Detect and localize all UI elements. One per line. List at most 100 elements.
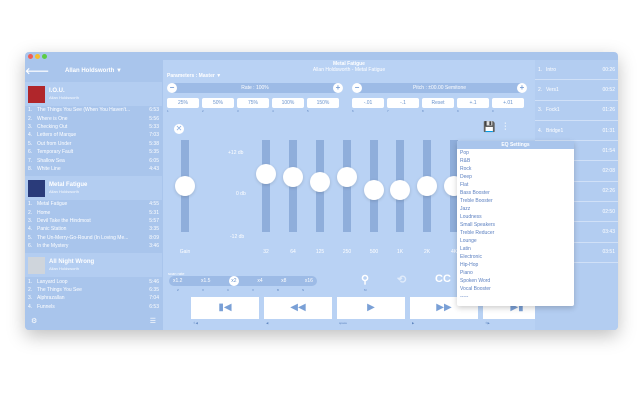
track-row[interactable]: 3. Devil Take the Hindmost 5:57 [25, 217, 162, 225]
track-row[interactable]: 2. The Things You See 6:35 [25, 286, 162, 294]
play-button[interactable]: ▶ [337, 297, 405, 319]
track-row[interactable]: 6. Temporary Fault 5:35 [25, 148, 162, 156]
track-row[interactable]: 1. Lanyard Loop 5:46 [25, 277, 162, 285]
previous-track-button[interactable]: ▮◀ [191, 297, 259, 319]
save-preset-icon[interactable]: 💾 [483, 122, 496, 133]
rate-preset-button[interactable]: 100% [272, 98, 304, 108]
back-arrow-icon[interactable]: 🡐 [25, 65, 50, 76]
album-header[interactable]: All Night Wrong Allan Holdsworth [25, 253, 162, 278]
zoom-window-button[interactable] [42, 54, 47, 59]
eq-preset-item[interactable]: Small Speakers [460, 222, 496, 228]
pitch-preset-button[interactable]: Reset [422, 98, 454, 108]
eq-band-knob[interactable] [283, 167, 303, 188]
scan-rate-option[interactable]: x1.2 [173, 278, 183, 284]
settings-icon[interactable]: ⚙ [31, 318, 38, 325]
eq-preset-item[interactable]: Hip-Hop [460, 262, 479, 268]
marker-row[interactable]: 03:51 [535, 243, 618, 263]
closed-captions-button[interactable]: CC [435, 273, 451, 285]
marker-row[interactable]: 03:43 [535, 222, 618, 243]
scan-rate-option[interactable]: x8 [281, 278, 287, 284]
eq-band-knob[interactable] [337, 166, 357, 187]
minimize-window-button[interactable] [35, 54, 40, 59]
track-row[interactable]: 7. Shallow Sea 6:05 [25, 156, 162, 164]
eq-band-slider[interactable] [417, 140, 437, 232]
loop-icon[interactable]: ⟲ [397, 274, 407, 286]
eq-band-slider[interactable] [337, 140, 357, 232]
list-icon[interactable]: ☰ [149, 318, 156, 325]
eq-preset-item[interactable]: Flat [460, 182, 469, 188]
track-row[interactable]: 4. Letters of Marque 7:03 [25, 131, 162, 139]
eq-preset-item[interactable]: ----- [460, 294, 469, 300]
eq-band-knob[interactable] [390, 179, 410, 200]
marker-row[interactable]: 3. Fock1 01:26 [535, 101, 618, 121]
eq-preset-item[interactable]: Treble Reducer [460, 230, 495, 236]
track-row[interactable]: 4. Panic Station 3:35 [25, 225, 162, 233]
eq-settings-icon[interactable]: ⫶ [504, 122, 507, 133]
eq-preset-item[interactable]: Jazz [460, 206, 471, 212]
album-header[interactable]: I.O.U. Allan Holdsworth [25, 82, 162, 106]
rate-preset-button[interactable]: 50% [202, 98, 234, 108]
eq-band-knob[interactable] [417, 176, 437, 196]
rate-decrease-button[interactable]: − [167, 83, 177, 93]
marker-row[interactable]: 02:26 [535, 182, 618, 203]
track-row[interactable]: 2. Where is One 5:56 [25, 114, 162, 122]
pitch-preset-button[interactable]: -.01 [352, 98, 384, 108]
eq-preset-item[interactable]: Spoken Word [460, 278, 491, 284]
eq-preset-item[interactable]: Rock [460, 166, 472, 172]
marker-row[interactable]: 01:54 [535, 141, 618, 162]
pitch-control[interactable]: − Pitch : ±00.00 Semitone + [352, 83, 527, 93]
album-header[interactable]: Metal Fatigue Allan Holdsworth [25, 176, 162, 201]
scan-rate-option[interactable]: x16 [304, 278, 313, 284]
eq-band-knob[interactable] [364, 179, 384, 200]
eq-preset-item[interactable]: R&B [460, 158, 471, 164]
rate-preset-button[interactable]: 25% [167, 98, 199, 108]
eq-preset-item[interactable]: Deep [460, 174, 472, 180]
scan-rate-option[interactable]: x1.5 [200, 278, 211, 284]
eq-band-slider[interactable] [175, 140, 195, 232]
track-row[interactable]: 1. Metal Fatigue 4:55 [25, 200, 162, 208]
rate-preset-button[interactable]: 75% [237, 98, 269, 108]
eq-preset-item[interactable]: Loudness [460, 214, 482, 220]
eq-preset-item[interactable]: Piano [460, 270, 473, 276]
artist-selector[interactable]: Allan Holdsworth ▼ [65, 68, 122, 74]
track-row[interactable]: 3. Checking Out 5:33 [25, 123, 162, 131]
eq-preset-item[interactable]: Latin [460, 246, 471, 252]
eq-band-slider[interactable] [364, 140, 384, 232]
eq-band-knob[interactable] [256, 164, 276, 185]
track-row[interactable]: 1. The Things You See (When You Haven't..… [25, 106, 162, 114]
parameters-selector[interactable]: Parameters : Master ▼ [167, 73, 222, 79]
eq-band-slider[interactable] [310, 140, 330, 232]
rate-control[interactable]: − Rate : 100% + [167, 83, 343, 93]
eq-band-slider[interactable] [256, 140, 276, 232]
track-row[interactable]: 2. Home 5:31 [25, 209, 162, 217]
rewind-button[interactable]: ◀◀ [264, 297, 332, 319]
location-pin-icon[interactable]: ⚲ [361, 274, 370, 286]
eq-preset-item[interactable]: Pop [460, 150, 469, 156]
pitch-preset-button[interactable]: +.1 [457, 98, 489, 108]
track-row[interactable]: 6. In the Mystery 3:46 [25, 242, 162, 250]
rate-preset-button[interactable]: 150% [307, 98, 339, 108]
eq-band-knob[interactable] [310, 171, 330, 192]
marker-row[interactable]: 2. Vers1 00:52 [535, 80, 618, 101]
marker-row[interactable]: 1. Intro 00:26 [535, 60, 618, 81]
scan-rate-option[interactable]: x4 [257, 278, 263, 284]
track-row[interactable]: 5. Out from Under 5:38 [25, 140, 162, 148]
close-window-button[interactable] [28, 54, 33, 59]
marker-row[interactable]: 4. Bridge1 01:31 [535, 121, 618, 142]
eq-band-slider[interactable] [283, 140, 303, 232]
track-row[interactable]: 4. Funnels 6:53 [25, 303, 162, 311]
eq-preset-item[interactable]: Bass Booster [460, 190, 490, 196]
eq-band-knob[interactable] [175, 176, 195, 196]
eq-preset-item[interactable]: Electronic [460, 254, 482, 260]
eq-band-slider[interactable] [390, 140, 410, 232]
eq-preset-item[interactable]: Lounge [460, 238, 477, 244]
eq-preset-item[interactable]: Treble Booster [460, 198, 493, 204]
eq-reset-icon[interactable]: ✕ [174, 124, 184, 134]
pitch-decrease-button[interactable]: − [352, 83, 362, 93]
eq-preset-item[interactable]: Vocal Booster [460, 286, 491, 292]
pitch-preset-button[interactable]: -.1 [387, 98, 419, 108]
rate-increase-button[interactable]: + [333, 83, 343, 93]
marker-row[interactable]: 02:50 [535, 202, 618, 223]
track-row[interactable]: 8. White Line 4:43 [25, 165, 162, 173]
pitch-preset-button[interactable]: +.01 [492, 98, 524, 108]
